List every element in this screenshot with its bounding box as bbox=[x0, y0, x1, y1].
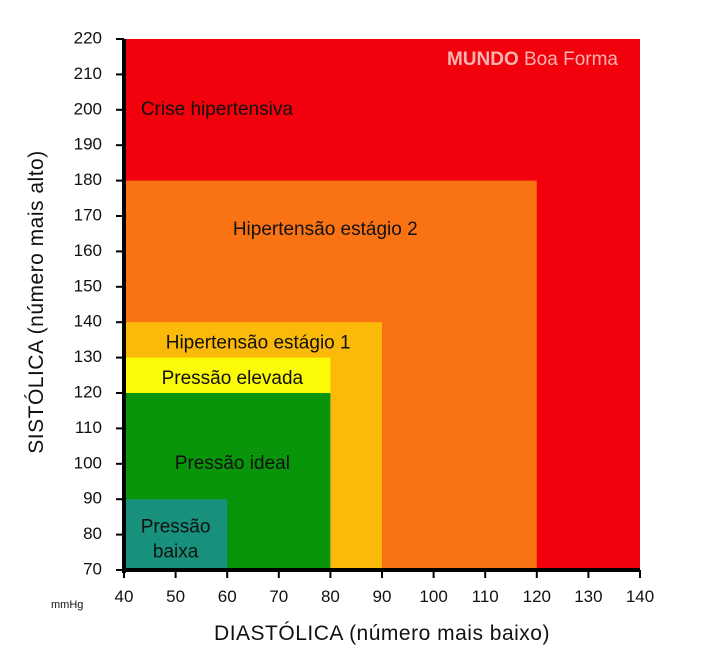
brand-watermark-regular: Boa Forma bbox=[519, 49, 619, 70]
zone-label-hipertensao-1: Hipertensão estágio 1 bbox=[166, 332, 351, 353]
x-tick-label: 140 bbox=[626, 587, 654, 606]
y-tick-label: 180 bbox=[74, 170, 102, 189]
y-tick-label: 190 bbox=[74, 135, 102, 154]
y-tick-label: 170 bbox=[74, 205, 102, 224]
y-tick-label: 130 bbox=[74, 347, 102, 366]
y-tick-label: 80 bbox=[83, 524, 102, 543]
x-tick-label: 90 bbox=[373, 587, 392, 606]
unit-label: mmHg bbox=[51, 599, 83, 611]
brand-watermark-bold: MUNDO bbox=[447, 49, 519, 70]
y-tick-label: 140 bbox=[74, 312, 102, 331]
zone-label-baixa: Pressão bbox=[141, 516, 211, 537]
x-tick-label: 70 bbox=[269, 587, 288, 606]
y-tick-label: 150 bbox=[74, 276, 102, 295]
x-tick-label: 80 bbox=[321, 587, 340, 606]
y-tick-label: 90 bbox=[83, 489, 102, 508]
x-tick-label: 130 bbox=[574, 587, 602, 606]
x-tick-label: 100 bbox=[419, 587, 447, 606]
y-tick-label: 200 bbox=[74, 99, 102, 118]
y-tick-label: 110 bbox=[75, 418, 102, 437]
zone-label-baixa: baixa bbox=[153, 541, 199, 562]
x-tick-label: 110 bbox=[472, 587, 499, 606]
zone-label-hipertensao-2: Hipertensão estágio 2 bbox=[233, 219, 418, 240]
zone-baixa bbox=[124, 499, 228, 570]
zone-label-crise: Crise hipertensiva bbox=[141, 99, 293, 120]
x-tick-label: 120 bbox=[523, 587, 551, 606]
x-tick-label: 60 bbox=[218, 587, 237, 606]
y-tick-label: 220 bbox=[74, 28, 102, 47]
y-tick-label: 100 bbox=[74, 453, 102, 472]
y-tick-label: 120 bbox=[74, 382, 102, 401]
y-tick-label: 210 bbox=[74, 64, 102, 83]
y-axis-title: SISTÓLICA (número mais alto) bbox=[25, 150, 48, 453]
x-tick-label: 50 bbox=[166, 587, 185, 606]
y-tick-label: 70 bbox=[83, 559, 102, 578]
x-axis-title: DIASTÓLICA (número mais baixo) bbox=[214, 622, 550, 645]
brand-watermark: MUNDO Boa Forma bbox=[447, 49, 618, 70]
zone-label-elevada: Pressão elevada bbox=[162, 368, 304, 389]
y-tick-label: 160 bbox=[74, 241, 102, 260]
zone-label-ideal: Pressão ideal bbox=[175, 453, 290, 474]
x-tick-label: 40 bbox=[115, 587, 134, 606]
